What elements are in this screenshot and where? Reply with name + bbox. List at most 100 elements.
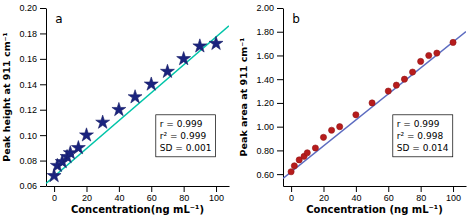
tick-label: 1.40 (256, 75, 274, 85)
point (320, 134, 326, 140)
tick-label: 20 (319, 193, 329, 203)
tick-label: 0.14 (19, 80, 37, 90)
x-axis-title: Concentration(ng mL⁻¹) (71, 204, 204, 215)
tick: 100 (446, 186, 461, 203)
tick-label: 2.00 (256, 3, 274, 13)
point (128, 90, 142, 103)
tick-mark (119, 186, 120, 192)
y-axis-title: Peak area at 911 cm⁻¹ (238, 38, 249, 157)
tick-label: 80 (179, 193, 189, 203)
tick: 20 (319, 186, 329, 203)
tick-mark (40, 8, 46, 9)
point (80, 128, 94, 141)
tick-label: 100 (209, 193, 224, 203)
tick-label: 1.20 (256, 98, 274, 108)
tick: 80 (179, 186, 189, 203)
point (71, 141, 85, 154)
axis-line (283, 9, 284, 187)
point (112, 102, 126, 115)
point (353, 112, 359, 118)
tick-mark (40, 110, 46, 111)
tick-label: 0.06 (19, 181, 37, 191)
point (385, 88, 391, 94)
tick-label: 0.10 (19, 131, 37, 141)
tick: 0.06 (19, 181, 46, 191)
tick: 100 (209, 186, 224, 203)
tick-label: 0.18 (19, 29, 37, 39)
tick-label: 60 (147, 193, 157, 203)
tick-mark (40, 59, 46, 60)
stats-box-frame (156, 115, 216, 157)
tick-mark (277, 103, 283, 104)
tick-label: 0.80 (256, 146, 274, 156)
annotation: r² = 0.998 (397, 131, 444, 141)
tick-label: 40 (114, 193, 124, 203)
tick: 1.60 (256, 51, 283, 61)
point (312, 145, 318, 151)
tick-label: 40 (351, 193, 361, 203)
tick-mark (277, 8, 283, 9)
tick-label: 0.12 (19, 105, 37, 115)
axis-line (46, 9, 47, 187)
tick-mark (40, 161, 46, 162)
stats-box: r = 0.999r² = 0.999SD = 0.001 (156, 115, 216, 157)
point (209, 36, 223, 49)
tick-mark (388, 186, 389, 192)
tick-label: 0.08 (19, 156, 37, 166)
tick-label: 20 (82, 193, 92, 203)
tick-mark (453, 186, 454, 192)
tick: 1.00 (256, 122, 283, 132)
point (304, 150, 310, 156)
point (288, 169, 294, 175)
axis-line (47, 186, 230, 187)
point (434, 50, 440, 56)
y-axis-title: Peak height at 911 cm⁻¹ (1, 32, 12, 161)
point (177, 52, 191, 65)
point (96, 115, 110, 128)
y-axis: 0.600.801.001.201.401.601.802.00 (256, 3, 283, 186)
tick-label: 1.60 (256, 51, 274, 61)
tick-mark (277, 150, 283, 151)
tick-mark (291, 186, 292, 192)
tick: 0 (289, 186, 294, 203)
tick: 0.80 (256, 146, 283, 156)
tick: 1.40 (256, 75, 283, 85)
x-axis-title: Concentration (ng mL⁻¹) (306, 204, 443, 215)
stats-box: r = 0.999r² = 0.998SD = 0.014 (393, 115, 453, 157)
tick-mark (356, 186, 357, 192)
annotation: SD = 0.014 (397, 143, 449, 153)
tick: 0.18 (19, 29, 46, 39)
tick-mark (40, 135, 46, 136)
tick: 0.16 (19, 54, 46, 64)
point (450, 39, 456, 45)
tick: 0.14 (19, 80, 46, 90)
point (369, 100, 375, 106)
tick-label: 80 (416, 193, 426, 203)
tick-label: 100 (446, 193, 461, 203)
tick: 2.00 (256, 3, 283, 13)
tick-mark (151, 186, 152, 192)
point (337, 124, 343, 130)
point (418, 58, 424, 64)
tick-mark (323, 186, 324, 192)
tick-mark (277, 79, 283, 80)
tick: 60 (147, 186, 157, 203)
tick: 0 (52, 186, 57, 203)
tick: 80 (416, 186, 426, 203)
tick-mark (54, 186, 55, 192)
annotation: SD = 0.001 (160, 143, 212, 153)
point (291, 163, 297, 169)
y-axis: 0.060.080.100.120.140.160.180.20 (19, 3, 46, 191)
tick-mark (421, 186, 422, 192)
tick: 20 (82, 186, 92, 203)
tick-mark (277, 174, 283, 175)
tick: 60 (384, 186, 394, 203)
tick: 1.20 (256, 98, 283, 108)
annotation: r = 0.999 (160, 119, 203, 129)
panel-title: a (55, 12, 62, 26)
point (409, 69, 415, 75)
point (328, 127, 334, 133)
point (393, 82, 399, 88)
tick-label: 1.80 (256, 27, 274, 37)
tick-label: 0 (52, 193, 57, 203)
